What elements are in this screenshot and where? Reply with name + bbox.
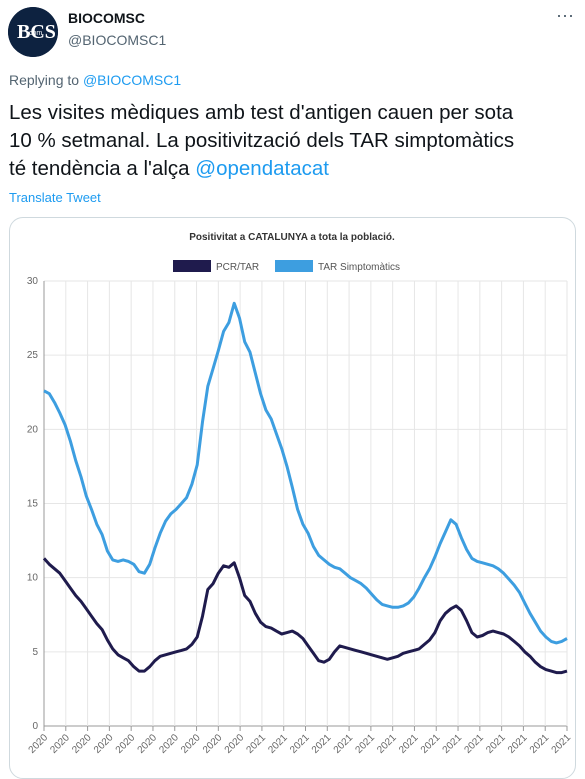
legend-swatch: [275, 260, 313, 272]
x-tick-label: 2020: [70, 732, 94, 756]
reply-handle-link[interactable]: @BIOCOMSC1: [82, 72, 182, 88]
translate-tweet-link[interactable]: Translate Tweet: [9, 190, 101, 205]
author-handle[interactable]: @BIOCOMSC1: [68, 32, 167, 48]
x-tick-label: 2020: [223, 732, 247, 756]
x-tick-label: 2021: [550, 732, 574, 756]
avatar-logo-subtext: com: [29, 30, 42, 37]
reply-context: Replying to @BIOCOMSC1: [9, 72, 181, 88]
x-tick-label: 2021: [506, 732, 530, 756]
x-axis: 2020202020202020202020202020202020202020…: [27, 726, 574, 756]
x-tick-label: 2021: [484, 732, 508, 756]
x-tick-label: 2021: [353, 732, 377, 756]
x-tick-label: 2021: [441, 732, 465, 756]
x-tick-label: 2021: [288, 732, 312, 756]
x-tick-label: 2021: [332, 732, 356, 756]
x-tick-label: 2021: [310, 732, 334, 756]
tweet-text-line: 10 % setmanal. La positivització dels TA…: [9, 129, 515, 152]
x-tick-label: 2021: [245, 732, 269, 756]
x-tick-label: 2020: [157, 732, 181, 756]
legend-swatch: [173, 260, 211, 272]
x-tick-label: 2020: [48, 732, 72, 756]
reply-prefix: Replying to: [9, 72, 80, 88]
legend-label: PCR/TAR: [216, 262, 259, 273]
x-tick-label: 2020: [114, 732, 138, 756]
more-options-icon[interactable]: ⋯: [556, 6, 575, 26]
series-line: [43, 301, 568, 645]
tweet-text-line: té tendència a l'alça @opendatacat: [9, 155, 579, 183]
x-tick-label: 2021: [266, 732, 290, 756]
y-tick-label: 0: [32, 721, 38, 732]
tweet-author: BIOCOMSC @BIOCOMSC1: [68, 10, 166, 48]
y-tick-label: 5: [32, 647, 38, 658]
mention-link[interactable]: @opendatacat: [195, 157, 329, 180]
chart-title: Positivitat a CATALUNYA a tota la poblac…: [189, 232, 395, 243]
series-line: [42, 557, 568, 675]
legend-label: TAR Simptomàtics: [318, 262, 400, 273]
biocomsc-logo-icon: BCS com: [8, 7, 58, 57]
y-tick-label: 10: [27, 573, 39, 584]
tweet-text-fragment: té tendència a l'alça: [9, 157, 190, 180]
x-tick-label: 2021: [397, 732, 421, 756]
x-tick-label: 2020: [201, 732, 225, 756]
chart-grid: [43, 280, 568, 727]
chart-card[interactable]: Positivitat a CATALUNYA a tota la poblac…: [9, 217, 576, 779]
x-tick-label: 2021: [419, 732, 443, 756]
avatar-logo-text: BCS: [17, 21, 56, 43]
tweet-text: Les visites mèdiques amb test d'antigen …: [9, 99, 579, 183]
y-tick-label: 25: [27, 350, 39, 361]
x-tick-label: 2021: [375, 732, 399, 756]
x-tick-label: 2021: [462, 732, 486, 756]
positivity-line-chart: Positivitat a CATALUNYA a tota la poblac…: [27, 232, 574, 756]
chart-legend: PCR/TAR TAR Simptomàtics: [173, 260, 400, 273]
x-tick-label: 2020: [136, 732, 160, 756]
y-tick-label: 20: [27, 424, 39, 435]
y-tick-label: 30: [27, 276, 39, 287]
x-tick-label: 2020: [179, 732, 203, 756]
tweet-text-line: Les visites mèdiques amb test d'antigen …: [9, 101, 514, 124]
x-tick-label: 2021: [528, 732, 552, 756]
x-tick-label: 2020: [27, 732, 51, 756]
x-tick-label: 2020: [92, 732, 116, 756]
chart-series: [42, 301, 568, 675]
avatar[interactable]: BCS com: [8, 7, 58, 57]
author-name[interactable]: BIOCOMSC: [68, 10, 145, 26]
y-axis: 0 5 10 15 20 25 30: [27, 276, 39, 732]
y-tick-label: 15: [27, 499, 39, 510]
